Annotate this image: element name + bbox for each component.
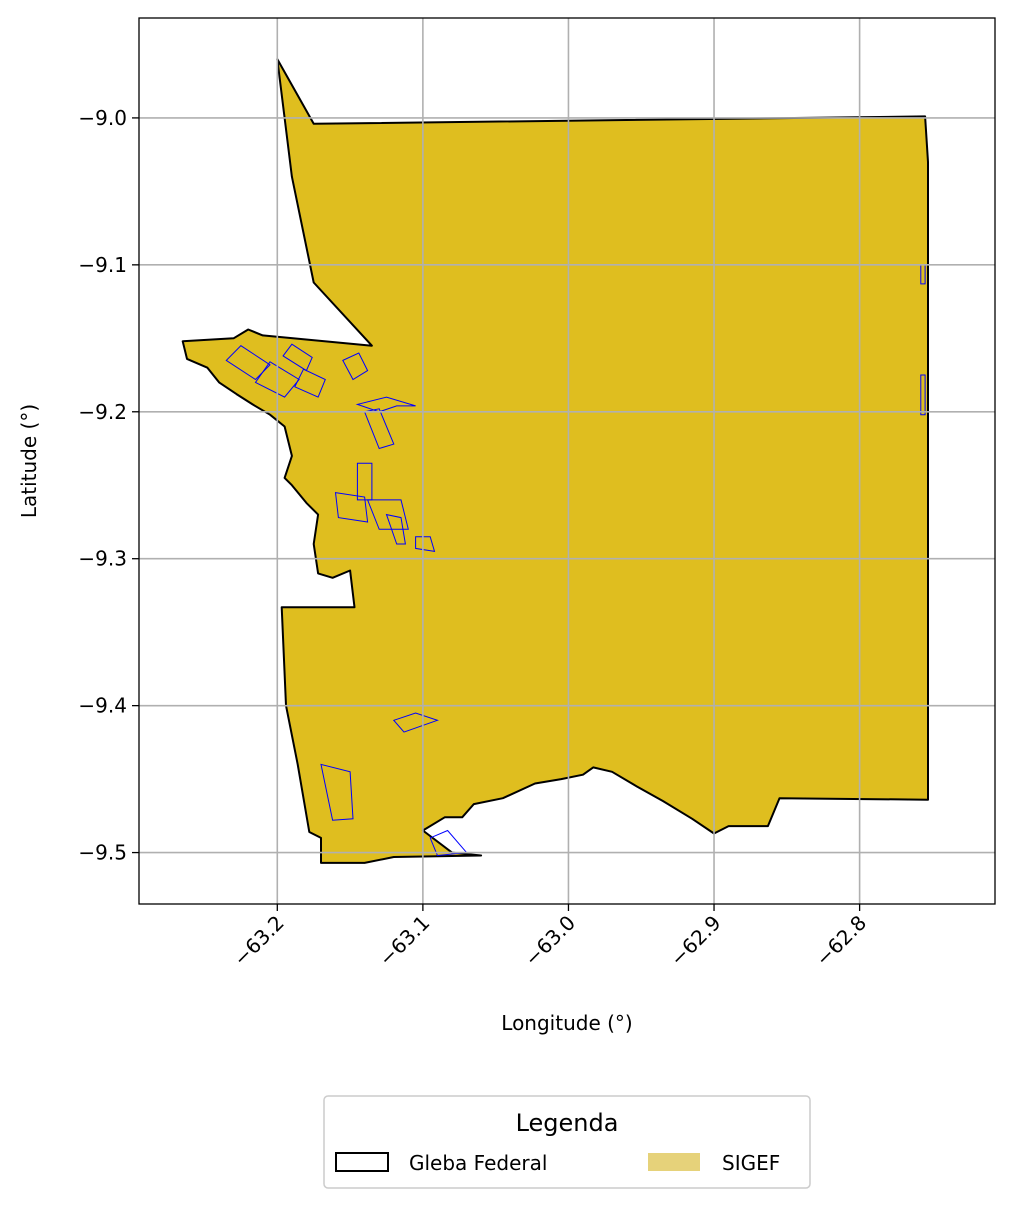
sigef-parcel bbox=[392, 712, 439, 733]
sigef-parcel bbox=[363, 408, 395, 450]
y-axis-label: Latitude (°) bbox=[17, 404, 41, 518]
x-tick-label: −63.1 bbox=[374, 911, 434, 971]
sigef-parcel bbox=[342, 352, 369, 381]
legend: Legenda Gleba Federal SIGEF bbox=[323, 1095, 811, 1189]
sigef-parcel bbox=[385, 513, 406, 545]
sigef-parcel bbox=[334, 492, 369, 523]
x-axis-label: Longitude (°) bbox=[501, 1011, 632, 1035]
x-tick-label: −62.8 bbox=[811, 911, 871, 971]
sigef-parcel bbox=[225, 345, 271, 381]
legend-label-gleba-federal: Gleba Federal bbox=[409, 1151, 547, 1175]
x-tick-label: −63.2 bbox=[229, 911, 289, 971]
y-tick-label: −9.0 bbox=[78, 106, 127, 130]
sigef-parcel bbox=[366, 499, 409, 530]
grid-lines bbox=[139, 18, 995, 904]
y-tick-label: −9.4 bbox=[78, 694, 127, 718]
gleba-federal-layer bbox=[181, 58, 929, 864]
legend-swatch-gleba-federal bbox=[335, 1152, 389, 1172]
x-tick-label: −63.0 bbox=[520, 911, 580, 971]
x-axis-ticks: −63.2 −63.1 −63.0 −62.9 −62.8 bbox=[229, 904, 871, 971]
sigef-parcel bbox=[920, 374, 926, 416]
legend-swatch-sigef bbox=[648, 1153, 700, 1171]
sigef-parcel bbox=[282, 343, 313, 372]
sigef-parcel bbox=[320, 763, 354, 821]
sigef-parcel bbox=[294, 368, 326, 398]
x-tick-label: −62.9 bbox=[665, 911, 725, 971]
gleba-federal-polygon bbox=[181, 58, 929, 864]
legend-title: Legenda bbox=[516, 1109, 619, 1137]
sigef-parcel bbox=[415, 536, 436, 553]
y-tick-label: −9.3 bbox=[78, 547, 127, 571]
legend-label-sigef: SIGEF bbox=[722, 1151, 780, 1175]
y-tick-label: −9.1 bbox=[78, 253, 127, 277]
sigef-parcel bbox=[254, 361, 300, 398]
sigef-parcel bbox=[355, 396, 416, 413]
y-tick-label: −9.5 bbox=[78, 841, 127, 865]
y-tick-label: −9.2 bbox=[78, 400, 127, 424]
plot-frame bbox=[138, 17, 996, 905]
y-axis-ticks: −9.0 −9.1 −9.2 −9.3 −9.4 −9.5 bbox=[78, 106, 139, 865]
